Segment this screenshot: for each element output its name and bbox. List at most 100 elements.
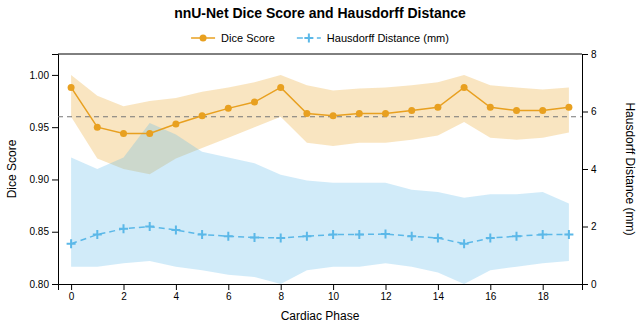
marker (381, 229, 390, 238)
tick: 10 (328, 284, 340, 302)
tick: 0 (582, 279, 597, 290)
tick: 6 (582, 106, 597, 117)
plot-frame (58, 54, 582, 55)
tick-mark (582, 284, 588, 285)
tick-label: 0.90 (30, 174, 50, 185)
tick-mark (124, 284, 125, 290)
marker (251, 99, 258, 106)
tick-label: 0 (69, 291, 75, 302)
tick-label: 16 (485, 291, 497, 302)
marker (250, 233, 259, 242)
marker (513, 107, 520, 114)
marker (407, 232, 416, 241)
marker (172, 121, 179, 128)
legend-marker (200, 35, 207, 42)
tick-mark (281, 284, 282, 290)
tick: 6 (226, 284, 232, 302)
x-axis: 0 2 4 6 8 10 12 14 16 18 (59, 284, 583, 302)
tick-mark (386, 284, 387, 290)
tick-mark (52, 75, 58, 76)
tick: 4 (582, 164, 597, 175)
tick-mark (438, 284, 439, 290)
tick-label: 8 (591, 49, 597, 60)
y2-axis-title: Hausdorff Distance (mm) (623, 102, 637, 235)
tick-label: 0 (591, 279, 597, 290)
marker (303, 110, 310, 117)
tick: 14 (433, 284, 445, 302)
marker (329, 230, 338, 239)
tick: 16 (485, 284, 497, 302)
title: nnU-Net Dice Score and Hausdorff Distanc… (174, 5, 466, 21)
marker (356, 110, 363, 117)
legend-label: Hausdorff Distance (mm) (327, 32, 449, 44)
tick-mark (582, 112, 588, 113)
axis-line (52, 55, 59, 285)
legend-marker (304, 34, 313, 43)
tick-mark (582, 54, 588, 55)
tick-label: 0.80 (30, 279, 50, 290)
marker (461, 84, 468, 91)
axis-line (583, 55, 589, 285)
tick-mark (52, 284, 58, 285)
marker (93, 230, 102, 239)
marker (408, 107, 415, 114)
legend-item: Hausdorff Distance (mm) (297, 32, 449, 44)
tick: 8 (582, 49, 597, 60)
tick: 0 (69, 284, 75, 302)
tick-label: 8 (278, 291, 284, 302)
tick-label: 4 (591, 164, 597, 175)
tick-mark (582, 227, 588, 228)
y-axis-title: Dice Score (5, 139, 19, 198)
tick-label: 2 (591, 221, 597, 232)
tick-label: 6 (591, 106, 597, 117)
tick: 0.85 (30, 226, 58, 237)
tick: 4 (174, 284, 180, 302)
tick: 2 (121, 284, 127, 302)
tick: 2 (582, 221, 597, 232)
tick-mark (228, 284, 229, 290)
marker (512, 232, 521, 241)
legend: Dice Score Hausdorff Distance (mm) (191, 32, 449, 44)
tick: 0.90 (30, 174, 58, 185)
legend-item: Dice Score (191, 32, 275, 44)
marker (355, 230, 364, 239)
tick-mark (582, 169, 588, 170)
tick-mark (176, 284, 177, 290)
marker (487, 104, 494, 111)
tick-label: 0.95 (30, 122, 50, 133)
y-axis: 0.80 0.85 0.90 0.95 1.00 (30, 55, 59, 290)
marker (94, 124, 101, 131)
x-axis-title: Cardiac Phase (281, 309, 360, 323)
marker (434, 104, 441, 111)
tick-label: 2 (121, 291, 127, 302)
marker (538, 230, 547, 239)
tick-label: 12 (380, 291, 392, 302)
legend-label: Dice Score (221, 32, 275, 44)
line (71, 227, 569, 244)
marker (225, 105, 232, 112)
marker (486, 234, 495, 243)
tick: 18 (538, 284, 550, 302)
marker (120, 130, 127, 137)
axis-line (59, 285, 583, 291)
marker (433, 234, 442, 243)
y2-axis: 0 2 4 6 8 (582, 49, 597, 290)
marker (171, 225, 180, 234)
marker (276, 234, 285, 243)
chart: 0 2 4 6 8 10 12 14 16 18 0.80 0.85 0.90 0.95 1.00 0 2 4 6 8… (0, 0, 640, 326)
tick-label: 0.85 (30, 226, 50, 237)
tick: 0.80 (30, 279, 58, 290)
marker (302, 232, 311, 241)
marker (277, 84, 284, 91)
marker (145, 222, 154, 231)
band (71, 123, 569, 284)
marker (330, 112, 337, 119)
marker (199, 112, 206, 119)
tick-mark (52, 127, 58, 128)
tick-label: 1.00 (30, 70, 50, 81)
marker (539, 107, 546, 114)
tick: 12 (380, 284, 392, 302)
marker (565, 104, 572, 111)
marker (119, 224, 128, 233)
marker (564, 230, 573, 239)
